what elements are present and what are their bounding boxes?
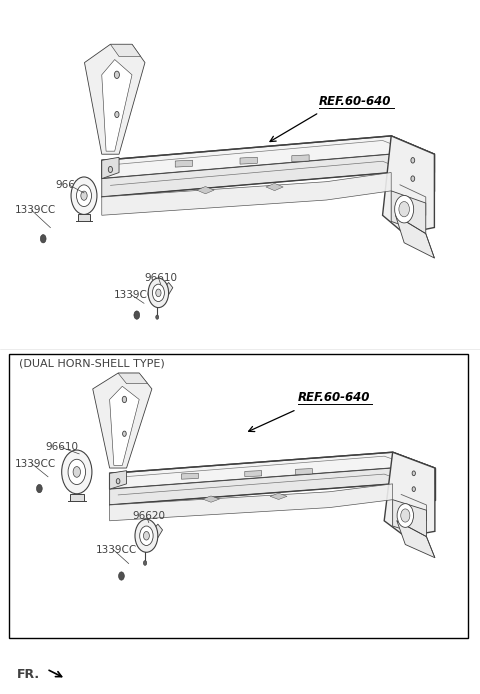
Polygon shape <box>240 158 257 164</box>
Text: REF.60-640: REF.60-640 <box>319 94 392 108</box>
Polygon shape <box>296 468 312 475</box>
Polygon shape <box>109 468 393 505</box>
Polygon shape <box>245 471 262 477</box>
Text: 96620: 96620 <box>132 511 165 521</box>
Circle shape <box>115 112 119 117</box>
Circle shape <box>411 158 415 163</box>
Polygon shape <box>164 282 173 295</box>
Circle shape <box>119 572 124 580</box>
Circle shape <box>122 431 126 437</box>
Circle shape <box>401 509 410 522</box>
Text: 1339CC: 1339CC <box>114 290 156 300</box>
Circle shape <box>412 486 415 491</box>
Text: FR.: FR. <box>17 668 40 681</box>
Circle shape <box>71 177 97 214</box>
Text: 96610: 96610 <box>144 273 177 282</box>
Circle shape <box>81 191 87 201</box>
Polygon shape <box>393 500 426 536</box>
Circle shape <box>76 185 92 207</box>
Circle shape <box>134 311 140 319</box>
Circle shape <box>148 278 168 307</box>
Circle shape <box>73 466 81 477</box>
Polygon shape <box>109 471 127 489</box>
Text: 96610: 96610 <box>46 442 79 452</box>
Text: 1339CC: 1339CC <box>96 545 137 555</box>
Circle shape <box>68 459 85 484</box>
Text: (DUAL HORN-SHELL TYPE): (DUAL HORN-SHELL TYPE) <box>19 358 165 368</box>
Circle shape <box>122 396 127 403</box>
Circle shape <box>156 315 158 319</box>
Circle shape <box>36 484 42 493</box>
Polygon shape <box>181 473 198 479</box>
Circle shape <box>411 176 415 181</box>
Polygon shape <box>109 387 139 466</box>
Polygon shape <box>102 158 119 178</box>
Polygon shape <box>102 154 391 197</box>
Circle shape <box>156 289 161 297</box>
Circle shape <box>108 167 112 173</box>
Bar <box>9 354 468 638</box>
Polygon shape <box>109 452 435 489</box>
Circle shape <box>61 450 92 494</box>
Circle shape <box>114 71 120 78</box>
Circle shape <box>153 285 164 302</box>
Circle shape <box>395 196 414 223</box>
Polygon shape <box>84 44 145 154</box>
Circle shape <box>399 201 409 217</box>
Text: 1339CC: 1339CC <box>14 459 56 468</box>
Polygon shape <box>396 215 434 258</box>
Polygon shape <box>102 173 391 215</box>
Circle shape <box>135 519 158 552</box>
Circle shape <box>144 561 147 566</box>
FancyBboxPatch shape <box>78 214 90 221</box>
Polygon shape <box>383 136 434 234</box>
Circle shape <box>116 479 120 484</box>
Polygon shape <box>102 60 132 151</box>
Text: REF.60-640: REF.60-640 <box>298 391 370 404</box>
FancyBboxPatch shape <box>70 494 84 501</box>
Polygon shape <box>203 496 219 502</box>
Polygon shape <box>397 520 435 558</box>
Polygon shape <box>110 44 141 56</box>
Polygon shape <box>93 373 152 468</box>
Circle shape <box>397 504 414 527</box>
Polygon shape <box>118 373 148 384</box>
Polygon shape <box>109 484 393 520</box>
Circle shape <box>412 471 415 475</box>
Polygon shape <box>197 187 214 194</box>
Polygon shape <box>175 160 192 167</box>
Polygon shape <box>102 136 434 178</box>
Polygon shape <box>384 452 435 536</box>
Circle shape <box>40 235 46 243</box>
Circle shape <box>140 526 153 545</box>
Polygon shape <box>292 155 309 162</box>
Polygon shape <box>270 493 287 500</box>
Circle shape <box>144 532 149 540</box>
Polygon shape <box>266 183 283 191</box>
Text: 96620: 96620 <box>55 180 88 190</box>
Polygon shape <box>391 191 426 234</box>
Polygon shape <box>153 524 163 538</box>
Text: 1339CC: 1339CC <box>14 205 56 215</box>
